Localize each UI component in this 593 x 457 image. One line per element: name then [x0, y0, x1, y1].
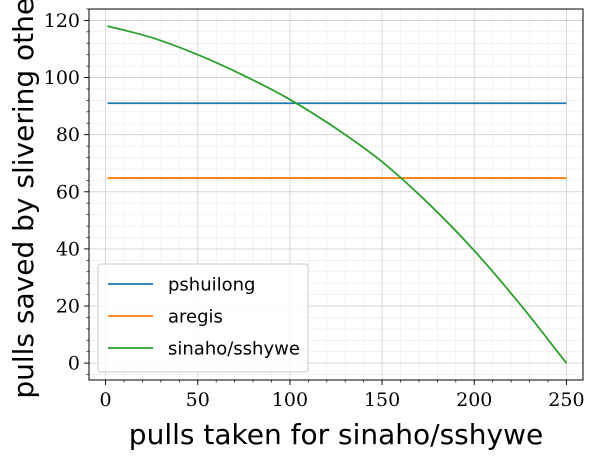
y-tick-label: 120	[44, 10, 80, 32]
legend-box	[97, 263, 309, 373]
x-axis-title: pulls taken for sinaho/sshywe	[129, 418, 543, 451]
ticks-layer	[84, 8, 567, 385]
y-axis-title: pulls saved by slivering other	[7, 0, 40, 399]
legend: pshuilong aregis sinaho/sshywe	[97, 263, 309, 373]
x-tick-label: 50	[186, 389, 210, 411]
y-tick-label: 20	[56, 296, 80, 318]
y-tick-label: 100	[44, 67, 80, 89]
legend-label-0: pshuilong	[168, 275, 255, 296]
y-tick-label: 60	[56, 181, 80, 203]
x-tick-label: 200	[456, 389, 492, 411]
legend-label-2: sinaho/sshywe	[168, 339, 300, 360]
legend-label-1: aregis	[168, 307, 223, 328]
x-tick-label: 150	[364, 389, 400, 411]
y-tick-label: 40	[56, 238, 80, 260]
x-tick-label: 0	[100, 389, 112, 411]
series-line-2	[107, 25, 568, 364]
x-tick-label: 250	[548, 389, 584, 411]
x-tick-label: 100	[272, 389, 308, 411]
y-tick-label: 0	[68, 353, 80, 375]
series-layer	[107, 25, 568, 364]
y-tick-label: 80	[56, 124, 80, 146]
plot-frame	[88, 8, 584, 381]
tick-labels: 0 50 100 150 200 250 0 20 40 60 80 100 120	[44, 10, 585, 411]
